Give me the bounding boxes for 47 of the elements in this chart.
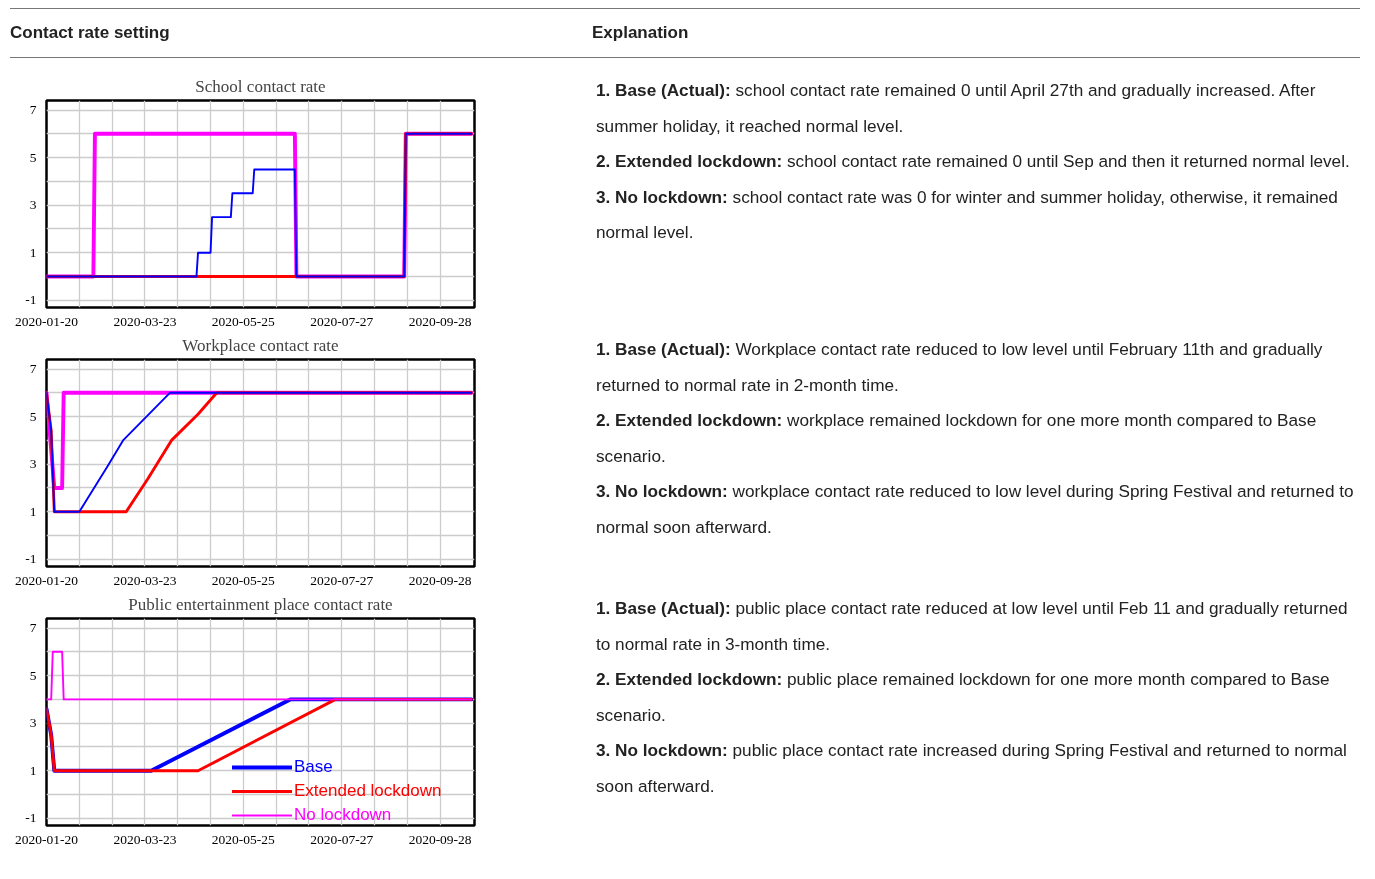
text: 2. Extended lockdown: workplace remained lockdown for one more month compared to Base scenario. xyxy=(596,410,1317,466)
x-tick-label: 2020-07-27 xyxy=(310,831,374,847)
y-tick-label: 5 xyxy=(29,149,37,165)
x-tick-label: 2020-07-27 xyxy=(310,313,374,329)
y-tick-label: -1 xyxy=(25,292,37,308)
y-tick-label: 1 xyxy=(29,503,37,519)
y-tick-label: 5 xyxy=(29,667,37,683)
legend-label: No lockdown xyxy=(294,805,392,825)
text: 3. No lockdown: workplace contact rate reduced to low level during Spring Festival and returned to normal soon afterward. xyxy=(596,480,1355,539)
x-tick-label: 2020-09-28 xyxy=(408,831,472,847)
x-tick-label: 2020-05-25 xyxy=(211,572,276,588)
x-tick-label: 2020-05-25 xyxy=(211,313,276,329)
x-tick-label: 2020-01-20 xyxy=(15,572,79,588)
y-tick-label: -1 xyxy=(25,810,37,826)
y-tick-label: 7 xyxy=(29,102,37,118)
y-tick-label: -1 xyxy=(25,551,37,567)
x-tick-label: 2020-01-20 xyxy=(15,313,79,329)
text: 3. No lockdown: public place contact rate increased during Spring Festival and returned to normal soon afterward. xyxy=(596,740,1347,796)
x-tick-label: 2020-07-27 xyxy=(310,572,374,588)
y-tick-label: 1 xyxy=(29,762,37,778)
x-tick-label: 2020-03-23 xyxy=(113,831,177,847)
chart-title: School contact rate xyxy=(195,76,326,96)
text: 3. No lockdown: school contact rate was 0 for winter and summer holiday, otherwise, it remained normal level. xyxy=(596,186,1338,242)
text: Explanation xyxy=(592,22,689,44)
y-tick-label: 7 xyxy=(29,361,37,377)
y-tick-label: 3 xyxy=(29,715,37,731)
text: 2. Extended lockdown: public place remained lockdown for one more month compared to Base scenario. xyxy=(596,669,1330,725)
x-tick-label: 2020-05-25 xyxy=(211,831,276,847)
text: 2. Extended lockdown: school contact rate remained 0 until Sep and then it returned normal level. xyxy=(596,150,1351,173)
text: 1. Base (Actual): Workplace contact rate reduced to low level until February 11th and gradually returned to normal rate in 2-month time. xyxy=(596,338,1324,397)
chart-title: Workplace contact rate xyxy=(182,335,339,355)
x-tick-label: 2020-09-28 xyxy=(408,313,472,329)
y-tick-label: 7 xyxy=(29,620,37,636)
x-tick-label: 2020-03-23 xyxy=(113,572,177,588)
legend-label: Base xyxy=(294,757,333,777)
x-tick-label: 2020-09-28 xyxy=(408,572,472,588)
y-tick-label: 1 xyxy=(29,244,37,260)
legend-label: Extended lockdown xyxy=(294,781,442,801)
text: Contact rate setting xyxy=(10,22,170,44)
text: 1. Base (Actual): school contact rate remained 0 until April 27th and gradually increased. After summer holiday, it reached normal level. xyxy=(596,79,1317,138)
x-tick-label: 2020-01-20 xyxy=(15,831,79,847)
y-tick-label: 3 xyxy=(29,456,37,472)
y-tick-label: 3 xyxy=(29,197,37,213)
y-tick-label: 5 xyxy=(29,408,37,424)
chart-title: Public entertainment place contact rate xyxy=(128,594,393,614)
text: 1. Base (Actual): public place contact rate reduced at low level until Feb 11 and gradually returned to normal rate in 3-month time. xyxy=(596,597,1349,656)
x-tick-label: 2020-03-23 xyxy=(113,313,177,329)
